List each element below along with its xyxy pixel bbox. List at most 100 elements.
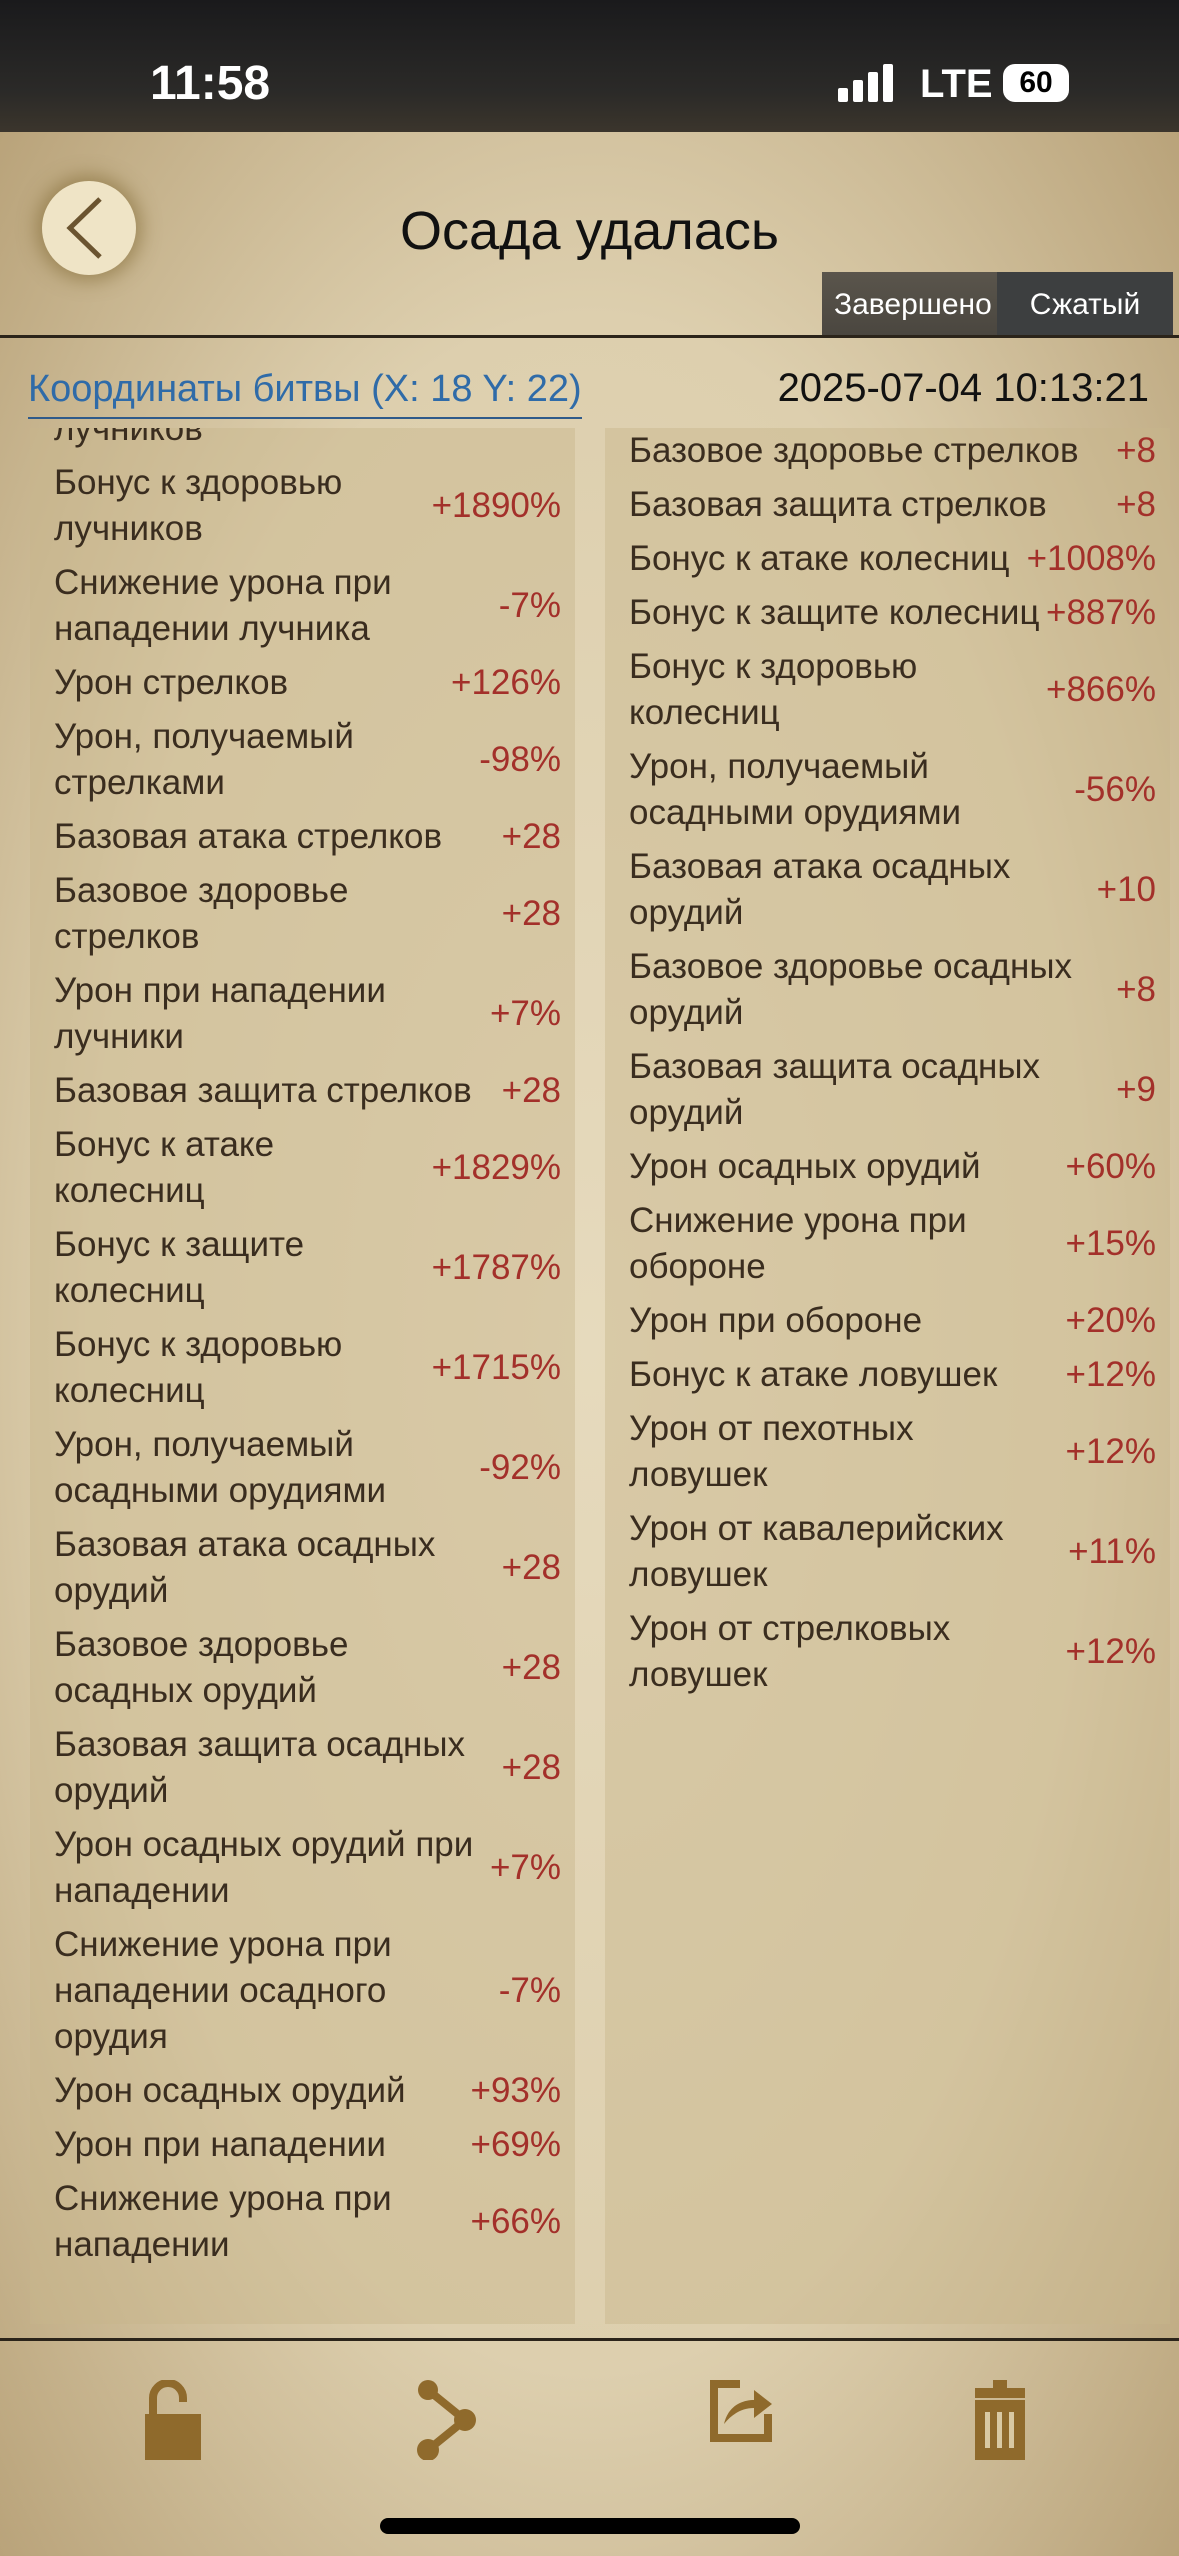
stat-label: Снижение урона при обороне (629, 1201, 967, 1286)
stat-label: Урон от пехотных ловушек (629, 1409, 914, 1494)
stat-value: +28 (501, 1648, 561, 1687)
stat-label: Базовая защита осадных орудий (54, 1725, 466, 1810)
stat-label: Урон при нападении лучники (54, 971, 386, 1056)
stat-label: Базовая атака осадных орудий (629, 847, 1011, 932)
stat-value: +887% (1046, 593, 1156, 632)
signal-icon (838, 62, 893, 102)
stat-row: Снижение урона при нападении осадного ор… (30, 1918, 575, 2064)
attacker-stats-panel[interactable]: лучников Бонус к здоровью лучников +1890% С… (30, 428, 575, 2324)
stat-row: Бонус к здоровью колесниц +1715% (30, 1318, 575, 1418)
status-time: 11:58 (150, 57, 271, 110)
stat-label: Базовая защита стрелков (629, 485, 1047, 524)
stat-label: Базовое здоровье осадных орудий (54, 1625, 349, 1710)
stat-row: Урон осадных орудий +60% (605, 1140, 1170, 1194)
stat-row: Бонус к здоровью лучников +1890% (30, 456, 575, 556)
stat-label: Урон, получаемый осадными орудиями (54, 1425, 387, 1510)
stat-row: Урон при нападении лучники +7% (30, 964, 575, 1064)
stat-label: Бонус к защите колесниц (629, 593, 1040, 632)
stat-value: +1715% (431, 1348, 561, 1387)
stat-label: Урон, получаемый осадными орудиями (629, 747, 962, 832)
stat-value: +12% (1065, 1355, 1157, 1394)
stat-row: Базовая защита осадных орудий +9 (605, 1040, 1170, 1140)
stat-value: +1829% (431, 1148, 561, 1187)
trash-icon[interactable] (975, 2380, 1025, 2465)
share-icon[interactable] (410, 2380, 480, 2465)
stat-value: +12% (1065, 1432, 1157, 1471)
view-tabs: Завершено Сжатый (822, 272, 1173, 337)
stat-row: Бонус к защите колесниц +887% (605, 586, 1170, 640)
stat-label: Базовая атака стрелков (54, 817, 443, 856)
stat-row: Базовое здоровье стрелков +28 (30, 864, 575, 964)
stat-row: Урон от пехотных ловушек +12% (605, 1402, 1170, 1502)
stat-label: Снижение урона при нападении осадного ор… (54, 1925, 392, 2056)
stat-row: Урон, получаемый осадными орудиями -56% (605, 740, 1170, 840)
defender-stats-panel[interactable]: Базовое здоровье стрелков +8 Базовая защит… (605, 428, 1170, 2324)
stat-label: Бонус к здоровью лучников (54, 463, 343, 548)
stat-value: +28 (501, 1748, 561, 1787)
stat-row: Базовая атака осадных орудий +28 (30, 1518, 575, 1618)
stat-label: Базовая защита осадных орудий (629, 1047, 1041, 1132)
stat-label: Урон при обороне (629, 1301, 923, 1340)
stat-label: Урон при нападении (54, 2125, 386, 2164)
stat-row: Урон осадных орудий +93% (30, 2064, 575, 2118)
stat-label: Урон стрелков (54, 663, 289, 702)
stat-value: +126% (451, 663, 561, 702)
export-icon[interactable] (710, 2380, 772, 2447)
stat-row: Урон осадных орудий при нападении +7% (30, 1818, 575, 1918)
stat-value: +60% (1065, 1147, 1157, 1186)
stat-row: Снижение урона при обороне +15% (605, 1194, 1170, 1294)
status-bar: 11:58 LTE 60 (0, 0, 1179, 132)
stat-row: Базовая атака стрелков +28 (30, 810, 575, 864)
stat-label: Урон осадных орудий (629, 1147, 981, 1186)
stat-label: Базовое здоровье осадных орудий (629, 947, 1072, 1032)
tab-compact[interactable]: Сжатый (997, 272, 1173, 337)
stat-row: Урон от кавалерийских ловушек +11% (605, 1502, 1170, 1602)
stat-row: Урон при нападении +69% (30, 2118, 575, 2172)
stat-label: Урон осадных орудий (54, 2071, 406, 2110)
stat-value: +1890% (431, 486, 561, 525)
battle-coordinates-link[interactable]: Координаты битвы (X: 18 Y: 22) (28, 368, 582, 419)
stat-value: +7% (489, 1848, 561, 1887)
stat-value: +69% (470, 2125, 562, 2164)
stat-label: Бонус к здоровью колесниц (54, 1325, 343, 1410)
stat-row: Снижение урона при нападении +66% (30, 2172, 575, 2272)
stat-value: +8 (1116, 431, 1156, 470)
stat-label: Базовое здоровье стрелков (629, 431, 1079, 470)
stat-value: +9 (1116, 1070, 1156, 1109)
stat-value: +28 (501, 894, 561, 933)
stat-value: -92% (479, 1448, 561, 1487)
stat-value: -56% (1074, 770, 1156, 809)
stat-row: Снижение урона при нападении лучника -7% (30, 556, 575, 656)
stat-value: +28 (501, 817, 561, 856)
stat-label: Базовая атака осадных орудий (54, 1525, 436, 1610)
back-button[interactable] (42, 181, 136, 275)
stat-row: Урон при обороне +20% (605, 1294, 1170, 1348)
stat-row: Бонус к атаке ловушек +12% (605, 1348, 1170, 1402)
stat-value: -98% (479, 740, 561, 779)
unlock-icon[interactable] (145, 2379, 201, 2465)
stat-row: Бонус к здоровью колесниц +866% (605, 640, 1170, 740)
stat-label: Урон от кавалерийских ловушек (629, 1509, 1004, 1594)
stat-value: +8 (1116, 970, 1156, 1009)
battle-datetime: 2025-07-04 10:13:21 (777, 366, 1149, 410)
home-indicator[interactable] (380, 2518, 800, 2534)
stat-row: Бонус к защите колесниц +1787% (30, 1218, 575, 1318)
stat-row: Базовая атака осадных орудий +10 (605, 840, 1170, 940)
stat-row: лучников (30, 428, 575, 456)
stat-label: Базовая защита стрелков (54, 1071, 472, 1110)
stat-row: Урон, получаемый осадными орудиями -92% (30, 1418, 575, 1518)
tab-completed[interactable]: Завершено (822, 272, 997, 337)
network-type: LTE (920, 62, 993, 106)
stat-label: Бонус к защите колесниц (54, 1225, 305, 1310)
battery-icon: 60 (1003, 64, 1069, 102)
stat-value: +1787% (431, 1248, 561, 1287)
page-background (0, 132, 1179, 2556)
stat-row: Базовая защита стрелков +8 (605, 478, 1170, 532)
stat-label: Снижение урона при нападении лучника (54, 563, 392, 648)
stat-row: Базовая защита осадных орудий +28 (30, 1718, 575, 1818)
stat-value: +866% (1046, 670, 1156, 709)
stat-row: Базовое здоровье осадных орудий +8 (605, 940, 1170, 1040)
stat-value: +20% (1065, 1301, 1157, 1340)
stat-value: +66% (470, 2202, 562, 2241)
stat-row: Базовое здоровье стрелков +8 (605, 428, 1170, 478)
